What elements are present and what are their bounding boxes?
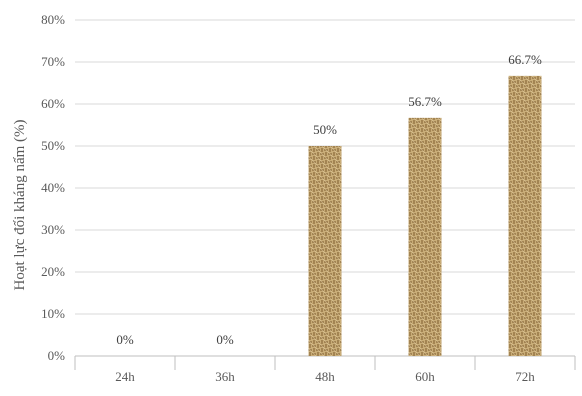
data-label-24h: 0% xyxy=(116,332,134,347)
y-axis-title: Hoạt lực đối kháng nấm (%) xyxy=(12,119,28,290)
bar-48h xyxy=(308,146,342,356)
bar-60h xyxy=(408,117,442,356)
x-tick-label: 48h xyxy=(315,369,335,384)
data-labels: 0% 0% 50% 56.7% 66.7% xyxy=(116,52,542,347)
y-tick-label: 70% xyxy=(41,54,65,69)
x-tick-label: 36h xyxy=(215,369,235,384)
y-tick-label: 30% xyxy=(41,222,65,237)
y-tick-label: 10% xyxy=(41,306,65,321)
bars xyxy=(308,75,542,357)
x-tick-label: 60h xyxy=(415,369,435,384)
bar-72h xyxy=(508,75,542,357)
data-label-36h: 0% xyxy=(216,332,234,347)
x-tick-label: 72h xyxy=(515,369,535,384)
y-tick-label: 80% xyxy=(41,12,65,27)
data-label-60h: 56.7% xyxy=(408,94,442,109)
y-tick-label: 40% xyxy=(41,180,65,195)
x-axis-ticks: 24h 36h 48h 60h 72h xyxy=(115,369,535,384)
y-axis-ticks: 0% 10% 20% 30% 40% 50% 60% 70% 80% xyxy=(41,12,65,363)
y-tick-label: 50% xyxy=(41,138,65,153)
x-tick-label: 24h xyxy=(115,369,135,384)
y-tick-label: 0% xyxy=(48,348,66,363)
data-label-72h: 66.7% xyxy=(508,52,542,67)
y-tick-label: 60% xyxy=(41,96,65,111)
data-label-48h: 50% xyxy=(313,122,337,137)
y-tick-label: 20% xyxy=(41,264,65,279)
